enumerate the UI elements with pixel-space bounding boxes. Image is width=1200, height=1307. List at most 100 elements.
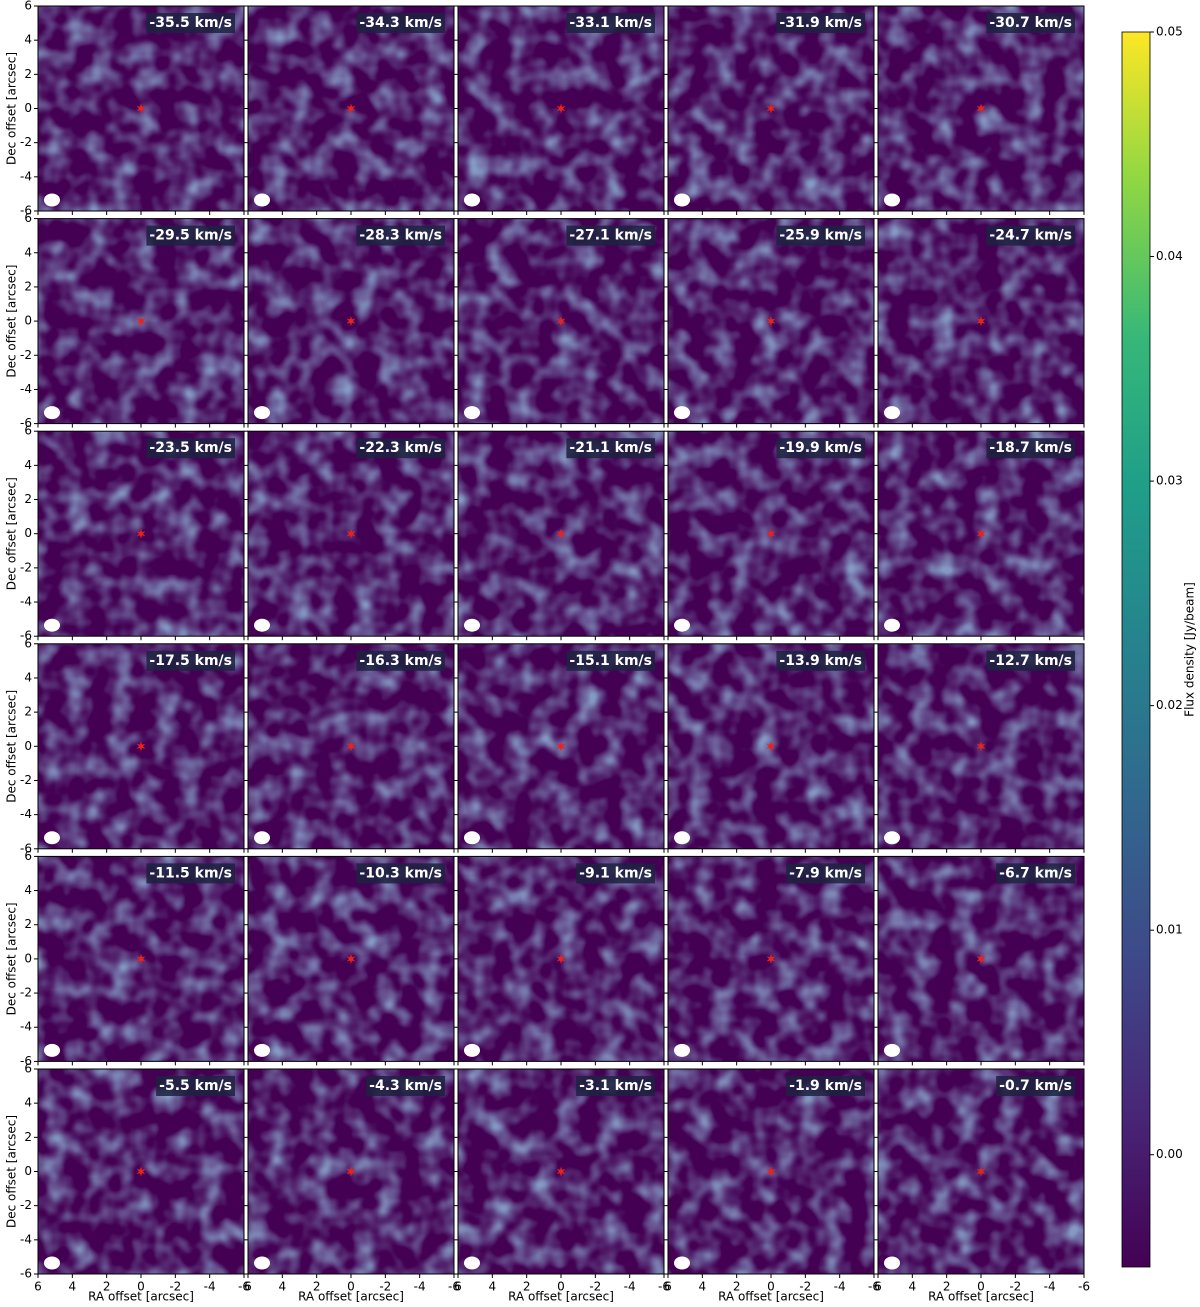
source-marker [136,953,146,964]
x-tick-label: -2 [799,1280,811,1294]
source-marker [346,316,356,327]
source-marker [346,528,356,539]
channel-label: -35.5 km/s [149,15,232,31]
channel-label: -18.7 km/s [989,440,1072,456]
channel-label-bg [986,13,1075,33]
channel-label: -0.7 km/s [999,1078,1072,1094]
channel-label-bg [576,1076,655,1096]
channel-label-bg [786,1076,865,1096]
y-tick-label: -2 [20,1198,32,1212]
y-tick-label: 0 [24,526,32,540]
y-tick-label: 4 [24,458,32,472]
y-tick-label: -2 [20,773,32,787]
source-marker [766,103,776,114]
source-marker [556,1166,566,1177]
beam [884,618,900,632]
channel-label-bg [776,650,865,671]
channel-label: -9.1 km/s [579,865,652,881]
source-marker [556,528,566,539]
x-tick-label: -4 [204,1280,216,1294]
y-tick-label: -6 [20,841,32,855]
beam [674,1043,690,1057]
channel-label-bg [146,438,235,459]
channel-label-bg [996,863,1075,884]
y-tick-label: 2 [24,492,32,506]
y-tick-label: 6 [24,211,32,225]
x-tick-label: 2 [943,1280,951,1294]
channel-label: -30.7 km/s [989,15,1072,31]
source-marker [976,1166,986,1177]
y-tick-label: 6 [24,424,32,438]
x-tick-label: 0 [767,1280,775,1294]
beam [44,193,60,207]
y-tick-label: 2 [24,1130,32,1144]
x-tick-label: 4 [69,1280,77,1294]
source-marker [556,103,566,114]
x-tick-label: -2 [1009,1280,1021,1294]
channel-label: -10.3 km/s [359,865,442,881]
channel-label-bg [156,1076,235,1096]
channel-label-bg [356,225,445,246]
colorbar-tick-label: 0.01 [1156,923,1183,937]
beam [464,193,480,207]
channel-label: -7.9 km/s [789,865,862,881]
y-tick-label: 6 [24,0,32,13]
x-tick-label: -6 [868,1280,880,1294]
channel-label-bg [356,13,445,33]
x-tick-label: 2 [733,1280,741,1294]
x-tick-label: 6 [874,1280,882,1294]
x-tick-label: -6 [658,1280,670,1294]
channel-label: -13.9 km/s [779,653,862,669]
colorbar-label: Flux density [Jy/beam] [1183,582,1197,717]
channel-label: -15.1 km/s [569,653,652,669]
beam [254,1043,270,1057]
y-tick-label: -2 [20,986,32,1000]
beam [674,406,690,420]
y-tick-label: 0 [24,1164,32,1178]
x-axis-label: RA offset [arcsec] [718,1290,824,1304]
source-marker [346,953,356,964]
channel-label: -22.3 km/s [359,440,442,456]
x-tick-label: 4 [489,1280,497,1294]
x-tick-label: -6 [448,1280,460,1294]
y-tick-label: -4 [20,1232,32,1246]
channel-label: -29.5 km/s [149,228,232,244]
source-marker [556,316,566,327]
channel-label: -12.7 km/s [989,653,1072,669]
channel-label-bg [566,438,655,459]
source-marker [136,316,146,327]
channel-label: -27.1 km/s [569,228,652,244]
y-tick-label: 4 [24,883,32,897]
x-tick-label: -4 [1044,1280,1056,1294]
source-marker [766,953,776,964]
y-tick-label: 4 [24,670,32,684]
y-tick-label: 2 [24,917,32,931]
source-marker [346,741,356,752]
channel-label: -19.9 km/s [779,440,862,456]
beam [44,618,60,632]
channel-label-bg [146,13,235,33]
x-tick-label: 4 [279,1280,287,1294]
beam [464,1256,480,1270]
x-tick-label: 6 [244,1280,252,1294]
beam [44,1256,60,1270]
channel-label-bg [786,863,865,884]
source-marker [556,953,566,964]
beam [254,406,270,420]
beam [884,1043,900,1057]
colorbar-tick-label: 0.02 [1156,698,1183,712]
x-tick-label: -4 [624,1280,636,1294]
channel-label-bg [146,225,235,246]
channel-label: -21.1 km/s [569,440,652,456]
x-tick-label: 2 [103,1280,111,1294]
y-tick-label: 0 [24,101,32,115]
y-tick-label: -4 [20,169,32,183]
channel-label: -23.5 km/s [149,440,232,456]
channel-label-bg [776,438,865,459]
y-tick-label: -2 [20,560,32,574]
beam [464,1043,480,1057]
source-marker [766,1166,776,1177]
x-tick-label: 6 [34,1280,42,1294]
source-marker [766,528,776,539]
